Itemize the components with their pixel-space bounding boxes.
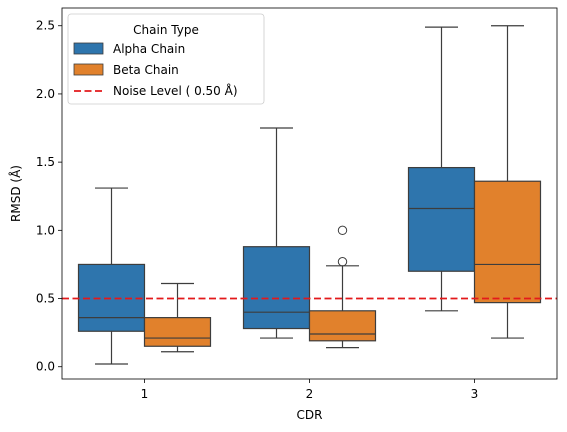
y-axis: 0.0 0.5 1.0 1.5 2.0 2.5 (36, 19, 62, 374)
y-axis-title: RMSD (Å) (8, 165, 23, 222)
y-tick-label: 2.0 (36, 87, 55, 101)
x-tick-label: 3 (471, 387, 479, 401)
x-tick-label: 2 (306, 387, 314, 401)
legend-swatch-alpha (73, 42, 104, 55)
box-group (77, 25, 542, 365)
outlier-point-beta-chain (337, 256, 348, 267)
x-axis: 1 2 3 (141, 379, 479, 401)
box-alpha-chain (407, 166, 476, 272)
legend: Chain Type Alpha Chain Beta Chain Noise … (67, 13, 265, 105)
box-beta-chain (143, 317, 212, 347)
outlier-point-beta-chain (337, 225, 348, 236)
box-alpha-chain (242, 246, 311, 330)
x-axis-title: CDR (297, 408, 323, 422)
legend-swatch-beta (73, 63, 104, 76)
x-tick-label: 1 (141, 387, 149, 401)
y-tick-label: 0.5 (36, 292, 55, 306)
legend-label-beta: Beta Chain (113, 63, 179, 77)
legend-frame (67, 13, 265, 105)
y-tick-label: 1.0 (36, 223, 55, 237)
legend-label-noise-level: Noise Level ( 0.50 Å) (113, 83, 238, 98)
y-tick-label: 0.0 (36, 360, 55, 374)
y-tick-label: 2.5 (36, 19, 55, 33)
y-tick-label: 1.5 (36, 155, 55, 169)
box-beta-chain (473, 180, 542, 304)
box-beta-chain (308, 310, 377, 342)
legend-title: Chain Type (133, 23, 199, 37)
legend-label-alpha: Alpha Chain (113, 42, 185, 56)
